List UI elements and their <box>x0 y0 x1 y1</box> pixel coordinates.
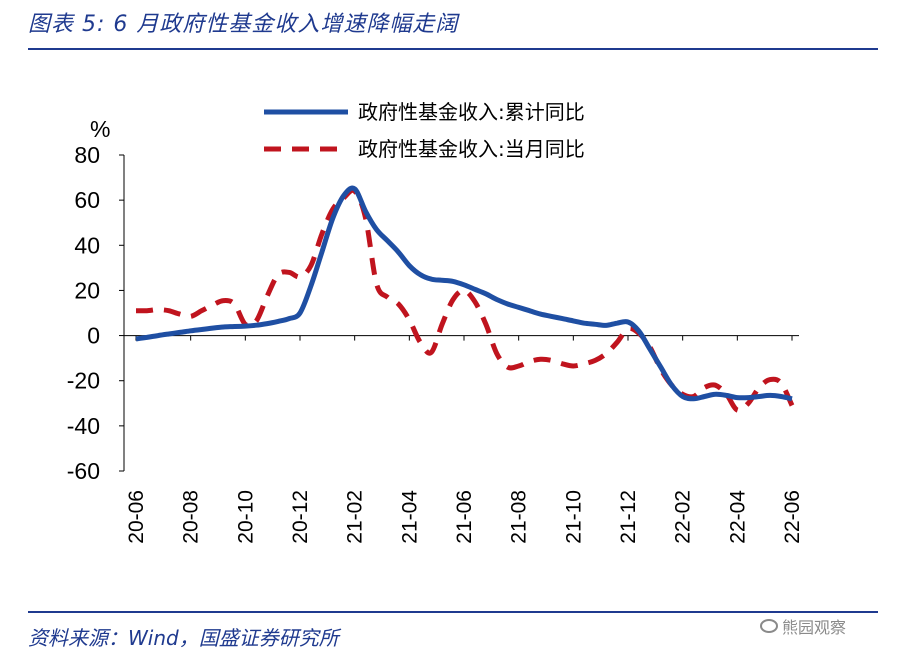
y-tick-label: 40 <box>74 232 100 258</box>
y-tick-label: 0 <box>87 323 100 349</box>
watermark-text: 熊园观察 <box>782 618 847 637</box>
x-tick-label: 21-12 <box>617 490 640 544</box>
y-tick-label: -20 <box>67 368 100 394</box>
x-tick-label: 21-08 <box>508 490 531 544</box>
wechat-icon <box>760 619 778 633</box>
x-tick-label: 20-06 <box>125 490 148 544</box>
x-tick-label: 20-12 <box>289 490 312 544</box>
legend-label: 政府性基金收入:当月同比 <box>358 137 585 161</box>
y-axis-unit-label: % <box>90 116 110 142</box>
series-line-cumulative <box>135 185 793 402</box>
title-rule <box>28 48 878 50</box>
x-tick-label: 22-02 <box>672 490 695 544</box>
y-tick-label: -40 <box>67 413 100 439</box>
figure-source: 资料来源：Wind，国盛证券研究所 <box>28 626 339 650</box>
y-tick-label: 20 <box>74 277 100 303</box>
y-tick-label: -60 <box>67 458 100 484</box>
series-line-monthly <box>135 187 795 413</box>
x-tick-label: 20-08 <box>180 490 203 544</box>
x-tick-label: 20-10 <box>234 490 257 544</box>
x-tick-label: 21-06 <box>453 490 476 544</box>
x-tick-label: 21-02 <box>344 490 367 544</box>
x-tick-label: 22-04 <box>726 490 749 544</box>
x-tick-label: 22-06 <box>781 490 804 544</box>
x-tick-label: 21-10 <box>562 490 585 544</box>
legend-label: 政府性基金收入:累计同比 <box>358 100 585 124</box>
source-rule <box>28 611 878 613</box>
y-tick-label: 80 <box>74 142 100 168</box>
y-tick-label: 60 <box>74 187 100 213</box>
x-tick-label: 21-04 <box>398 490 421 544</box>
figure-title: 图表 5: 6 月政府性基金收入增速降幅走阔 <box>28 12 459 37</box>
watermark: 熊园观察 <box>760 614 846 638</box>
